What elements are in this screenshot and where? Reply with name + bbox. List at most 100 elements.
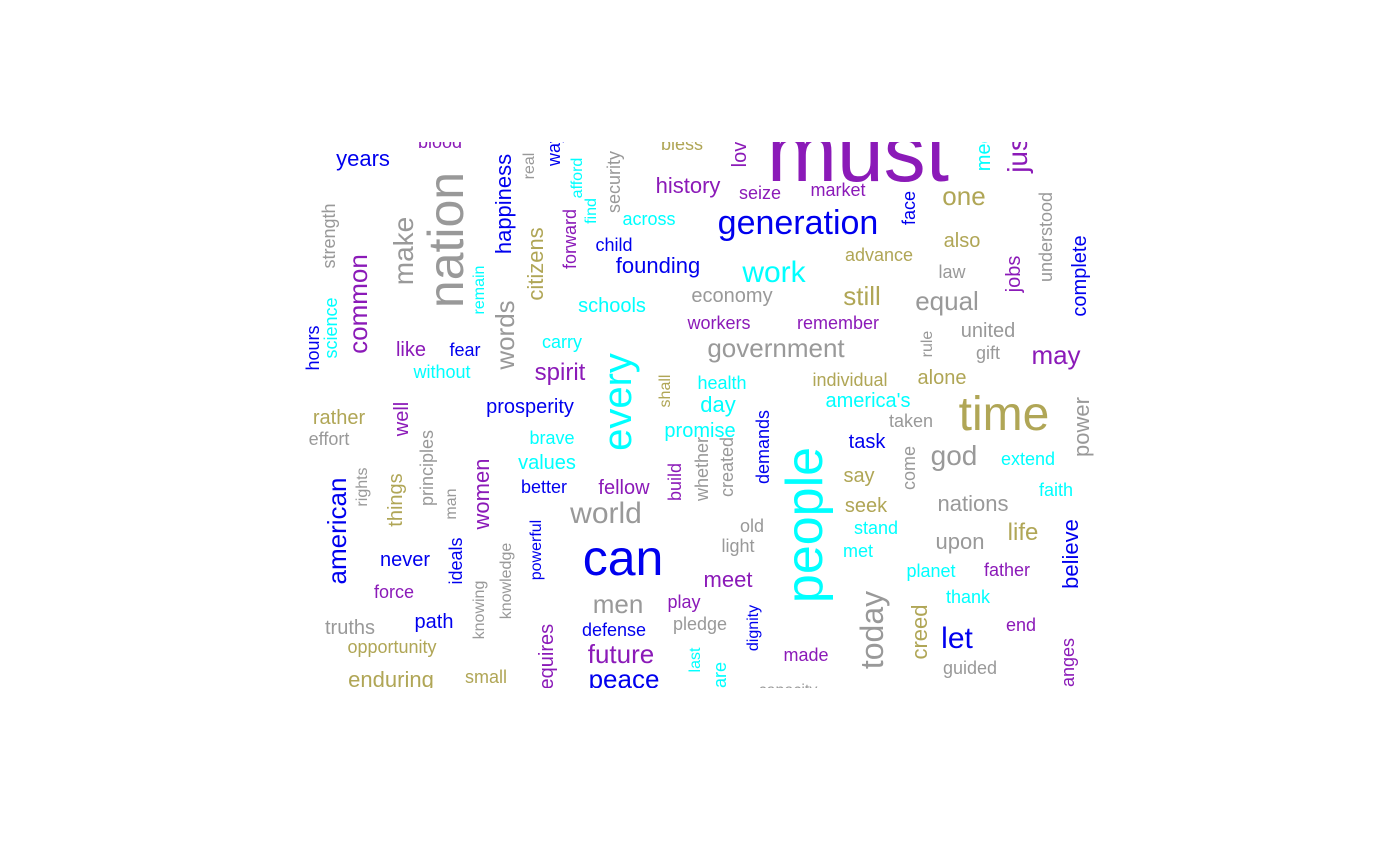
word-hours: hours	[303, 325, 323, 371]
word-task: task	[848, 431, 886, 453]
word-law: law	[938, 262, 966, 282]
word-gift: gift	[975, 343, 1001, 363]
word-peace: peace	[588, 664, 660, 688]
word-planet: planet	[906, 561, 956, 581]
word-across: across	[622, 209, 676, 229]
word-just: just	[1002, 142, 1033, 173]
word-father: father	[983, 560, 1031, 580]
word-every: every	[596, 353, 640, 451]
word-shall: shall	[657, 374, 674, 408]
word-changes: changes	[1058, 637, 1078, 688]
word-way: way	[544, 142, 564, 167]
word-people: people	[776, 446, 834, 604]
word-promise: promise	[664, 420, 736, 442]
word-taken: taken	[888, 411, 934, 431]
word-small: small	[464, 667, 508, 687]
word-man: man	[443, 488, 460, 520]
word-also: also	[943, 230, 981, 252]
word-complete: complete	[1069, 235, 1091, 317]
word-understood: understood	[1036, 191, 1056, 283]
word-citizens: citizens	[523, 227, 548, 301]
word-face: face	[899, 190, 919, 226]
word-forward: forward	[560, 208, 580, 270]
word-let: let	[941, 622, 973, 655]
word-happiness: happiness	[491, 153, 516, 255]
word-opportunity: opportunity	[347, 637, 437, 657]
word-upon: upon	[935, 529, 985, 554]
word-rule: rule	[919, 330, 936, 358]
word-women: women	[469, 458, 494, 530]
word-path: path	[414, 611, 454, 633]
word-words: words	[490, 300, 520, 370]
word-well: well	[391, 401, 413, 437]
word-extend: extend	[1000, 449, 1056, 469]
word-like: like	[395, 339, 427, 361]
word-blood: blood	[417, 142, 463, 152]
word-come: come	[899, 445, 919, 491]
word-life: life	[1007, 519, 1039, 546]
word-rather: rather	[312, 407, 366, 429]
word-strength: strength	[319, 203, 339, 269]
word-science: science	[321, 297, 341, 359]
word-better: better	[520, 477, 568, 497]
word-find: find	[583, 198, 600, 224]
word-men: men	[592, 589, 644, 619]
word-knowledge: knowledge	[498, 542, 515, 620]
word-last: last	[687, 647, 704, 673]
word-security: security	[604, 150, 624, 214]
word-market: market	[810, 180, 866, 200]
word-god: god	[930, 440, 978, 471]
word-today: today	[854, 590, 890, 670]
word-stand: stand	[853, 518, 899, 538]
word-rights: rights	[354, 467, 371, 507]
word-old: old	[739, 516, 765, 536]
word-made: made	[783, 645, 829, 665]
word-real: real	[521, 152, 538, 180]
word-whether: whether	[692, 436, 712, 502]
word-united: united	[960, 320, 1016, 342]
word-child: child	[595, 235, 633, 255]
word-play: play	[667, 592, 701, 612]
word-future: future	[587, 639, 655, 669]
word-bless: bless	[660, 142, 704, 154]
word-spirit: spirit	[534, 359, 586, 386]
word-individual: individual	[812, 370, 888, 390]
word-workers: workers	[687, 313, 751, 333]
word-government: government	[707, 333, 845, 363]
word-history: history	[655, 173, 721, 198]
word-knowing: knowing	[471, 580, 488, 640]
word-time: time	[958, 388, 1050, 441]
word-dignity: dignity	[745, 604, 762, 652]
word-fellow: fellow	[598, 477, 650, 499]
word-meet: meet	[703, 567, 753, 592]
word-values: values	[518, 452, 576, 474]
word-america-s: america's	[825, 390, 911, 412]
word-years: years	[336, 146, 390, 171]
word-build: build	[665, 462, 685, 502]
word-remember: remember	[796, 313, 880, 333]
word-carry: carry	[542, 332, 582, 352]
word-remain: remain	[471, 265, 488, 315]
word-alone: alone	[917, 367, 967, 389]
word-equal: equal	[915, 286, 979, 316]
word-american: american	[322, 477, 352, 585]
word-force: force	[373, 582, 415, 602]
word-day: day	[700, 392, 736, 417]
word-guided: guided	[942, 658, 998, 678]
word-economy: economy	[691, 285, 773, 307]
word-can: can	[582, 530, 664, 586]
word-are: are	[710, 661, 730, 688]
word-make: make	[388, 216, 419, 286]
word-thank: thank	[945, 587, 991, 607]
word-truths: truths	[324, 617, 376, 639]
word-capacity: capacity	[759, 683, 818, 689]
word-end: end	[1005, 615, 1037, 635]
word-prosperity: prosperity	[486, 396, 574, 418]
word-nations: nations	[937, 491, 1009, 516]
word-enduring: enduring	[348, 667, 434, 689]
word-one: one	[942, 181, 986, 211]
word-cloud: must can people nation time every generation wo…	[300, 142, 1100, 688]
word-things: things	[385, 473, 407, 527]
word-met: met	[842, 541, 874, 561]
word-never: never	[379, 549, 431, 571]
